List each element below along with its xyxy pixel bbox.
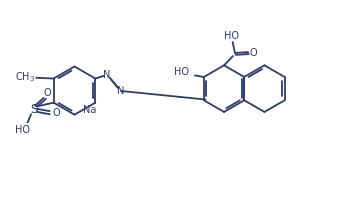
Text: O: O [250, 48, 257, 57]
Text: HO: HO [174, 67, 190, 77]
Text: Na: Na [83, 105, 97, 115]
Text: O: O [44, 88, 51, 98]
Text: CH$_3$: CH$_3$ [15, 70, 35, 84]
Text: N: N [117, 86, 124, 96]
Text: HO: HO [15, 125, 31, 135]
Text: HO: HO [224, 31, 239, 41]
Text: O: O [53, 108, 61, 118]
Text: N: N [103, 70, 111, 80]
Text: S: S [30, 103, 37, 116]
